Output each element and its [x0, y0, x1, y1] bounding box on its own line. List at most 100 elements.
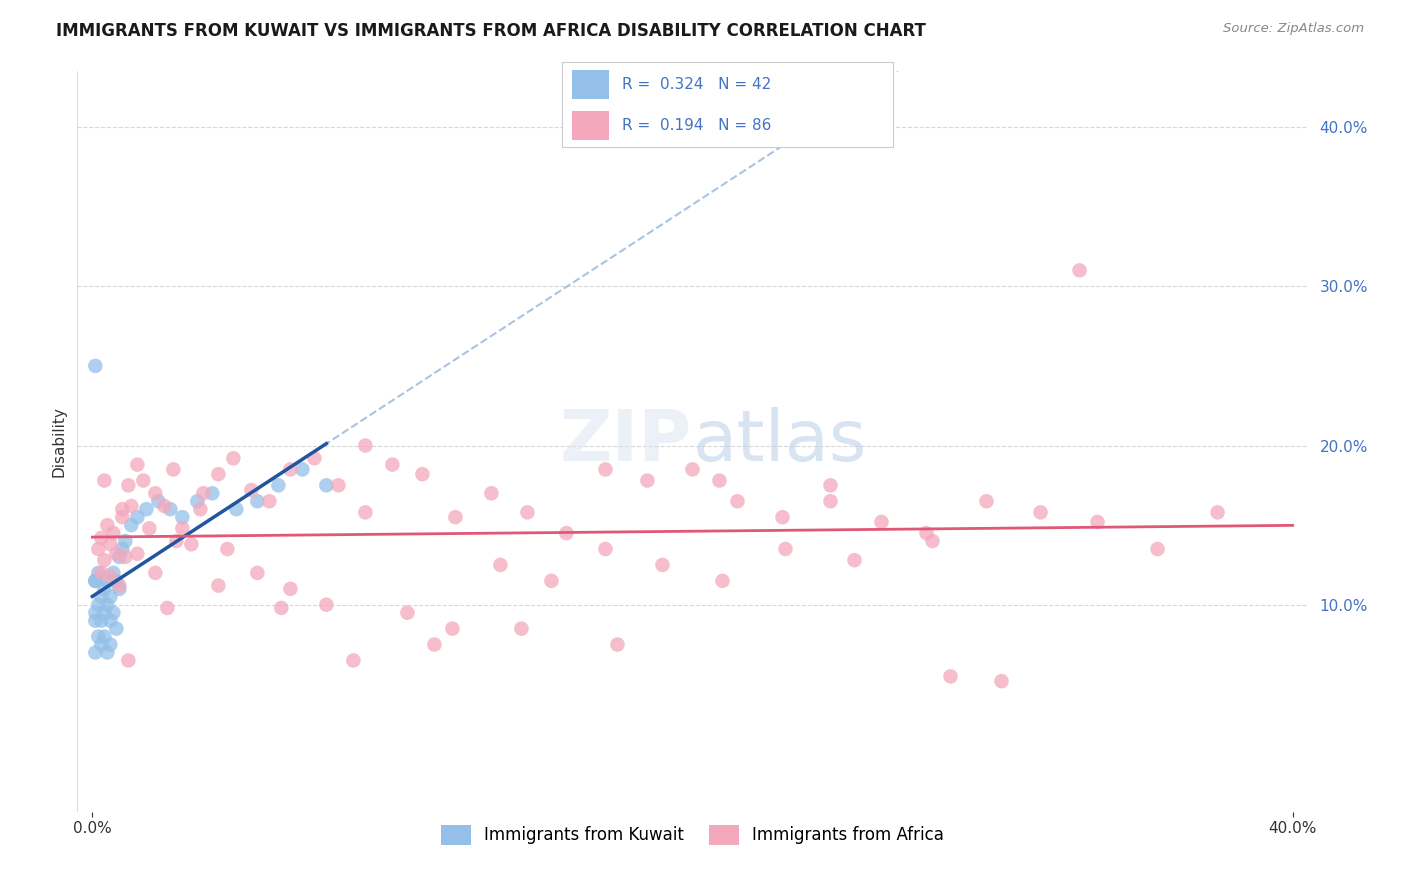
Point	[96, 598, 118, 612]
Point	[93, 474, 115, 488]
Point	[98, 590, 121, 604]
Point	[342, 653, 364, 667]
Point	[709, 474, 731, 488]
Point	[138, 521, 160, 535]
Point	[162, 462, 184, 476]
Point	[114, 534, 136, 549]
Point	[84, 606, 107, 620]
Point	[222, 451, 245, 466]
Point	[280, 462, 302, 476]
Point	[939, 669, 962, 683]
Point	[108, 582, 131, 596]
Point	[87, 541, 110, 556]
Point	[1206, 505, 1229, 519]
Point	[775, 541, 797, 556]
Point	[976, 494, 998, 508]
Point	[103, 606, 125, 620]
Point	[481, 486, 503, 500]
Point	[103, 566, 125, 580]
Point	[651, 558, 673, 572]
Point	[96, 646, 118, 660]
Point	[103, 526, 125, 541]
FancyBboxPatch shape	[572, 70, 609, 99]
Point	[240, 483, 263, 497]
Point	[444, 510, 467, 524]
Point	[117, 653, 139, 667]
Point	[153, 499, 176, 513]
Point	[105, 574, 128, 588]
Point	[711, 574, 734, 588]
Point	[555, 526, 578, 541]
Point	[259, 494, 281, 508]
Point	[188, 502, 212, 516]
Point	[84, 574, 107, 588]
Point	[516, 505, 538, 519]
Point	[201, 486, 224, 500]
Point	[111, 502, 134, 516]
Point	[84, 646, 107, 660]
Point	[727, 494, 749, 508]
Point	[90, 566, 112, 580]
Point	[108, 549, 131, 564]
Point	[98, 569, 121, 583]
Point	[120, 499, 142, 513]
Point	[120, 518, 142, 533]
Point	[127, 510, 149, 524]
Text: atlas: atlas	[693, 407, 868, 476]
Point	[217, 541, 239, 556]
Point	[143, 486, 166, 500]
Point	[93, 630, 115, 644]
Point	[90, 531, 112, 545]
Point	[156, 601, 179, 615]
Point	[87, 630, 110, 644]
Text: R =  0.194   N = 86: R = 0.194 N = 86	[621, 118, 772, 133]
Point	[84, 574, 107, 588]
Point	[844, 553, 866, 567]
Point	[207, 467, 229, 482]
Point	[172, 521, 194, 535]
Point	[291, 462, 314, 476]
Point	[870, 515, 893, 529]
Point	[105, 622, 128, 636]
Point	[315, 478, 337, 492]
Point	[172, 510, 194, 524]
Point	[90, 590, 112, 604]
Point	[1069, 263, 1091, 277]
Point	[304, 451, 326, 466]
Point	[98, 638, 121, 652]
Point	[127, 458, 149, 472]
Text: Source: ZipAtlas.com: Source: ZipAtlas.com	[1223, 22, 1364, 36]
Point	[93, 582, 115, 596]
Point	[90, 638, 112, 652]
Point	[84, 359, 107, 373]
Point	[180, 537, 202, 551]
Point	[315, 598, 337, 612]
Point	[159, 502, 181, 516]
Point	[84, 614, 107, 628]
Point	[441, 622, 464, 636]
Point	[1029, 505, 1052, 519]
Point	[127, 547, 149, 561]
Point	[267, 478, 290, 492]
Point	[682, 462, 704, 476]
Legend: Immigrants from Kuwait, Immigrants from Africa: Immigrants from Kuwait, Immigrants from …	[434, 818, 950, 852]
FancyBboxPatch shape	[572, 111, 609, 139]
Point	[489, 558, 512, 572]
Point	[381, 458, 404, 472]
Point	[108, 579, 131, 593]
Point	[595, 462, 617, 476]
Point	[411, 467, 433, 482]
Point	[328, 478, 350, 492]
Point	[354, 505, 377, 519]
Point	[87, 566, 110, 580]
Point	[148, 494, 170, 508]
Point	[820, 494, 842, 508]
Point	[225, 502, 247, 516]
Point	[105, 547, 128, 561]
Point	[132, 474, 155, 488]
Text: ZIP: ZIP	[560, 407, 693, 476]
Point	[246, 494, 269, 508]
Point	[93, 606, 115, 620]
Point	[98, 614, 121, 628]
Point	[540, 574, 562, 588]
